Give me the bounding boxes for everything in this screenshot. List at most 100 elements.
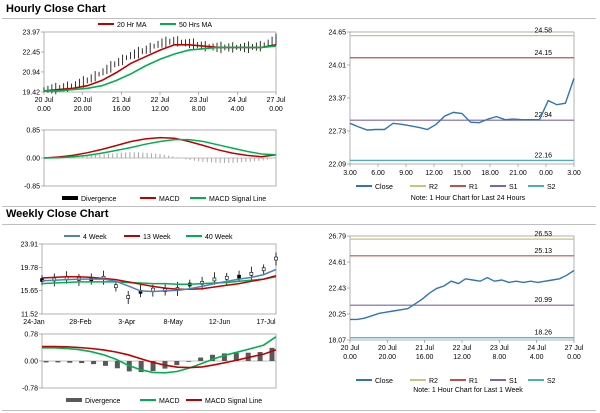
weekly-sr-xtick-label: 22 Jul xyxy=(453,345,472,352)
hourly-sr-xtick-label: 12.00 xyxy=(425,170,443,177)
weekly-sr-xtick-label: 20 Jul xyxy=(341,345,360,352)
hourly-sr-xtick-label: 18.00 xyxy=(481,170,499,177)
weekly-sr-s1-value: 20.99 xyxy=(534,297,552,304)
hourly-sr-xtick-label: 21.00 xyxy=(509,170,527,177)
hourly-legend-signal-label: MACD Signal Line xyxy=(209,196,266,203)
weekly-macd-ytick-label: 0.78 xyxy=(24,332,38,339)
hourly-sr-xtick-label: 9.00 xyxy=(399,170,413,177)
hourly-macd-line xyxy=(43,136,277,159)
hourly-price-xtick-label: 4.00 xyxy=(231,106,245,113)
section-divider-middle xyxy=(2,206,596,207)
weekly-sr-legend-close-label: Close xyxy=(375,378,393,385)
weekly-divergence-bar xyxy=(55,361,61,363)
weekly-divergence-bar xyxy=(102,361,108,366)
weekly-sr-ytick-label: 24.61 xyxy=(328,260,346,267)
hourly-price-xtick-label: 20 Jul xyxy=(73,97,92,104)
hourly-sr-r2-value: 24.58 xyxy=(534,28,552,35)
hourly-ma50-line xyxy=(44,45,277,92)
weekly-support-resistance-chart: 26.79 24.61 22.43 20.25 18.07 26.53 25.13 20.99… xyxy=(328,231,584,394)
hourly-sr-note: Note: 1 Hour Chart for Last 24 Hours xyxy=(411,195,526,202)
hourly-price-xtick-label: 0.00 xyxy=(269,106,283,113)
weekly-divergence-bar xyxy=(150,361,156,372)
weekly-sr-legend-s2-label: S2 xyxy=(547,378,556,385)
hourly-price-xtick-label: 12.00 xyxy=(151,106,169,113)
weekly-price-candle xyxy=(274,256,278,261)
weekly-divergence-bar xyxy=(43,361,49,363)
weekly-divergence-bar xyxy=(210,354,216,361)
weekly-divergence-bar xyxy=(198,357,204,361)
weekly-price-ytick-label: 15.65 xyxy=(20,288,38,295)
hourly-price-xtick-label: 22 Jul xyxy=(151,97,170,104)
weekly-sr-xtick-label: 27 Jul xyxy=(565,345,584,352)
weekly-price-xtick-label: 17-Jul xyxy=(256,319,276,326)
hourly-price-xtick-label: 16.00 xyxy=(113,106,131,113)
weekly-legend-macd-label: MACD xyxy=(159,398,180,405)
weekly-sr-xtick-label: 4.00 xyxy=(530,354,544,361)
hourly-sr-ytick-label: 24.65 xyxy=(328,30,346,37)
hourly-sr-xtick-label: 6.00 xyxy=(371,170,385,177)
hourly-sr-xtick-label: 3.00 xyxy=(343,170,357,177)
hourly-sr-s2-value: 22.16 xyxy=(534,152,552,159)
hourly-price-frame xyxy=(43,31,277,93)
weekly-sr-xtick-label: 8.00 xyxy=(493,354,507,361)
hourly-price-ytick-label: 22.45 xyxy=(22,50,40,57)
hourly-support-resistance-chart: 24.65 24.01 23.37 22.73 22.09 24.58 24.15 22.94… xyxy=(328,28,581,202)
hourly-sr-xtick-label: 0.00 xyxy=(539,170,553,177)
hourly-price-xtick-label: 8.00 xyxy=(192,106,206,113)
weekly-section-title: Weekly Close Chart xyxy=(6,208,109,220)
weekly-macd-ytick-label: -0.78 xyxy=(22,386,38,393)
section-divider-top xyxy=(2,18,596,19)
hourly-sr-xtick-label: 15.00 xyxy=(453,170,471,177)
weekly-divergence-bar xyxy=(186,361,192,362)
weekly-sr-legend-s1-label: S1 xyxy=(509,378,518,385)
hourly-macd-chart: 0.85 0.00 -0.85 Divergence MACD MACD Signal L… xyxy=(24,128,277,203)
weekly-sr-ytick-label: 26.79 xyxy=(328,234,346,241)
hourly-price-ytick-label: 23.97 xyxy=(22,30,40,37)
weekly-divergence-bar xyxy=(91,361,97,365)
hourly-price-xtick-label: 20 Jul xyxy=(35,97,54,104)
weekly-sr-legend-r2-label: R2 xyxy=(429,378,438,385)
hourly-sr-legend-s2-label: S2 xyxy=(547,184,556,191)
weekly-divergence-bar xyxy=(221,353,227,361)
weekly-legend-signal-label: MACD Signal Line xyxy=(205,398,262,405)
weekly-price-ytick-label: 19.78 xyxy=(20,265,38,272)
weekly-price-candle xyxy=(224,275,229,280)
hourly-sr-ytick-label: 24.01 xyxy=(328,63,346,70)
weekly-price-candle xyxy=(151,287,155,292)
hourly-sr-xtick-label: 3.00 xyxy=(567,170,581,177)
weekly-sr-ytick-label: 18.07 xyxy=(328,338,346,345)
weekly-price-xtick-label: 24-Jan xyxy=(23,319,45,326)
hourly-price-xtick-label: 0.00 xyxy=(37,106,51,113)
weekly-legend-13w-label: 13 Week xyxy=(143,234,171,241)
weekly-sr-xtick-label: 21 Jul xyxy=(415,345,434,352)
hourly-macd-ytick-label: -0.85 xyxy=(24,184,40,191)
weekly-divergence-bar xyxy=(138,361,144,373)
weekly-sr-ytick-label: 20.25 xyxy=(328,312,346,319)
weekly-price-candle xyxy=(261,267,266,272)
hourly-sr-ytick-label: 23.37 xyxy=(328,96,346,103)
weekly-sr-xtick-label: 24 Jul xyxy=(527,345,546,352)
weekly-sr-xtick-label: 20 Jul xyxy=(378,345,397,352)
hourly-ma20-line xyxy=(43,44,277,92)
section-divider-bottom xyxy=(2,410,596,411)
weekly-price-candle xyxy=(237,274,241,279)
weekly-legend-4w-label: 4 Week xyxy=(83,234,107,241)
weekly-legend-divergence-swatch xyxy=(66,398,82,402)
hourly-price-xtick-label: 23 Jul xyxy=(189,97,208,104)
weekly-sr-xtick-label: 0.00 xyxy=(567,354,581,361)
hourly-sr-s1-value: 22.94 xyxy=(534,112,552,119)
hourly-price-xtick-label: 20.00 xyxy=(74,106,92,113)
hourly-legend-divergence-label: Divergence xyxy=(81,196,117,203)
section-divider-weekly xyxy=(2,224,596,225)
hourly-sr-r1-value: 24.15 xyxy=(534,50,552,57)
weekly-price-xtick-label: 8-May xyxy=(163,319,183,326)
weekly-price-candle xyxy=(212,277,217,282)
weekly-legend-40w-label: 40 Week xyxy=(205,234,233,241)
hourly-sr-legend-s1-label: S1 xyxy=(509,184,518,191)
weekly-price-ytick-label: 23.91 xyxy=(20,242,38,249)
weekly-macd-chart: 0.78 0.00 -0.78 Divergence MACD MACD Signal L… xyxy=(22,332,277,405)
weekly-macd-line xyxy=(42,336,277,374)
weekly-price-candle xyxy=(114,284,118,289)
